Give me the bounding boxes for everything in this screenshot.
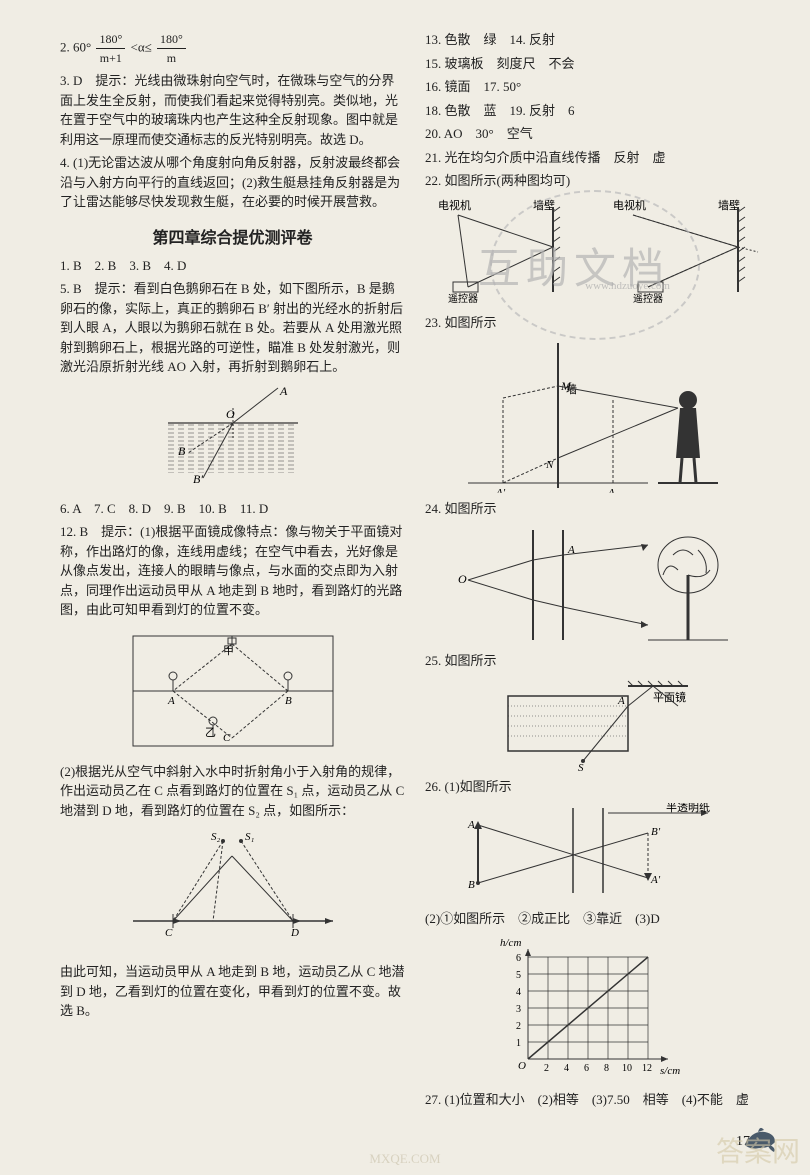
svg-text:1: 1 <box>516 1038 521 1049</box>
q12c: 由此可知，当运动员甲从 A 地走到 B 地，运动员乙从 C 地潜到 D 地，乙看… <box>60 962 405 1021</box>
q16: 16. 镜面 17. 50° <box>425 77 770 97</box>
corner-watermark: 答案网 <box>716 1130 800 1170</box>
svg-text:s/cm: s/cm <box>660 1065 680 1077</box>
svg-text:3: 3 <box>516 1004 521 1015</box>
svg-text:2: 2 <box>544 1063 549 1074</box>
fig-q26: A B B′ A′ 半透明纸 <box>458 803 738 903</box>
svg-text:4: 4 <box>516 987 521 998</box>
frac1: 180° m+1 <box>96 30 125 67</box>
q26b: (2)①如图所示 ②成正比 ③靠近 (3)D <box>425 909 770 929</box>
ans1-4: 1. B 2. B 3. B 4. D <box>60 256 405 276</box>
q21: 21. 光在均匀介质中沿直线传播 反射 虚 <box>425 148 770 168</box>
fig-q25: 平面镜 S A <box>488 676 708 771</box>
svg-text:C: C <box>165 927 173 939</box>
fig-q12b: S₂ S₁ C D <box>123 826 343 956</box>
svg-text:B: B <box>285 695 292 707</box>
q20: 20. AO 30° 空气 <box>425 124 770 144</box>
q13: 13. 色散 绿 14. 反射 <box>425 30 770 50</box>
svg-text:12: 12 <box>642 1063 652 1074</box>
ans6-11: 6. A 7. C 8. D 9. B 10. B 11. D <box>60 499 405 519</box>
svg-text:S: S <box>578 762 584 771</box>
q15: 15. 玻璃板 刻度尺 不会 <box>425 54 770 74</box>
fig-q12a: 甲 A B 乙 C <box>123 626 343 756</box>
svg-text:O: O <box>226 407 235 421</box>
chapter-title: 第四章综合提优测评卷 <box>60 224 405 248</box>
svg-text:B: B <box>468 879 475 891</box>
q24: 24. 如图所示 <box>425 499 770 519</box>
svg-text:A: A <box>617 695 625 707</box>
q5: 5. B 提示：看到白色鹅卵石在 B 处，如下图所示，B 是鹅卵石的像，实际上，… <box>60 279 405 377</box>
svg-text:6: 6 <box>516 953 521 964</box>
svg-text:8: 8 <box>604 1063 609 1074</box>
svg-text:10: 10 <box>622 1063 632 1074</box>
svg-text:A′: A′ <box>495 487 506 493</box>
left-column: 2. 60° 180° m+1 <α≤ 180° m 3. D 提示：光线由微珠… <box>60 30 405 1155</box>
label-tv2: 电视机 <box>613 198 646 212</box>
q2-prefix: 2. 60° <box>60 39 91 54</box>
svg-text:h/cm: h/cm <box>500 937 521 949</box>
svg-text:A′: A′ <box>650 874 661 886</box>
q27: 27. (1)位置和大小 (2)相等 (3)7.50 相等 (4)不能 虚 <box>425 1090 770 1110</box>
frac2: 180° m <box>157 30 186 67</box>
svg-text:6: 6 <box>584 1063 589 1074</box>
label-tv1: 电视机 <box>438 198 471 212</box>
label-remote2: 遥控器 <box>633 292 663 305</box>
q3: 3. D 提示：光线由微珠射向空气时，在微珠与空气的分界面上发生全反射，而使我们… <box>60 71 405 149</box>
label-wall2: 墙壁 <box>718 198 740 212</box>
q12a: 12. B 提示：(1)根据平面镜成像特点：像与物关于平面镜对称，作出路灯的像，… <box>60 522 405 620</box>
fig-q24: O A <box>448 525 748 645</box>
svg-text:B: B <box>178 444 186 458</box>
fig-chart: h/cm s/cm O 123456 24681012 <box>498 934 698 1084</box>
right-column: 13. 色散 绿 14. 反射 15. 玻璃板 刻度尺 不会 16. 镜面 17… <box>425 30 770 1155</box>
q2-mid: <α≤ <box>131 39 152 54</box>
svg-text:5: 5 <box>516 970 521 981</box>
svg-text:平面镜: 平面镜 <box>653 690 686 704</box>
svg-text:O: O <box>518 1060 526 1072</box>
svg-text:甲: 甲 <box>223 645 234 657</box>
svg-text:A: A <box>567 544 575 556</box>
svg-text:A: A <box>279 384 288 398</box>
svg-text:A: A <box>467 819 475 831</box>
svg-text:D: D <box>290 927 299 939</box>
label-remote1: 遥控器 <box>448 292 478 305</box>
svg-text:B′: B′ <box>651 826 661 838</box>
svg-text:乙: 乙 <box>205 726 216 739</box>
label-wall1: 墙壁 <box>533 198 555 212</box>
bottom-url: MXQE.COM <box>369 1151 440 1167</box>
q4: 4. (1)无论雷达波从哪个角度射向角反射器，反射波最终都会沿与入射方向平行的直… <box>60 153 405 212</box>
svg-text:C: C <box>223 732 231 744</box>
svg-text:A: A <box>167 695 175 707</box>
q26: 26. (1)如图所示 <box>425 777 770 797</box>
fig-q22: 电视机 墙壁 遥控器 电视机 墙壁 遥控器 <box>428 197 768 307</box>
svg-text:半透明纸: 半透明纸 <box>666 803 710 814</box>
svg-text:N: N <box>545 459 554 471</box>
svg-text:O: O <box>458 572 467 586</box>
q23: 23. 如图所示 <box>425 313 770 333</box>
svg-text:S₁: S₁ <box>245 831 255 843</box>
svg-text:B′: B′ <box>193 472 203 486</box>
svg-text:S₂: S₂ <box>211 831 221 843</box>
svg-text:4: 4 <box>564 1063 569 1074</box>
q2: 2. 60° 180° m+1 <α≤ 180° m <box>60 30 405 67</box>
q12b: (2)根据光从空气中斜射入水中时折射角小于入射角的规律，作出运动员乙在 C 点看… <box>60 762 405 821</box>
q25: 25. 如图所示 <box>425 651 770 671</box>
fig-q5: A O B B′ <box>158 383 308 493</box>
svg-text:2: 2 <box>516 1021 521 1032</box>
q22: 22. 如图所示(两种图均可) <box>425 171 770 191</box>
q18: 18. 色散 蓝 19. 反射 6 <box>425 101 770 121</box>
svg-text:A: A <box>607 487 615 493</box>
fig-q23: M 墙 A′ A N <box>448 338 748 493</box>
